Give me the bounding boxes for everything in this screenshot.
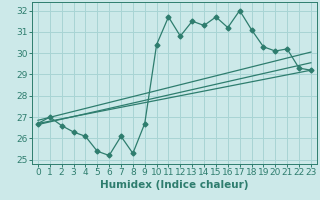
X-axis label: Humidex (Indice chaleur): Humidex (Indice chaleur) (100, 180, 249, 190)
